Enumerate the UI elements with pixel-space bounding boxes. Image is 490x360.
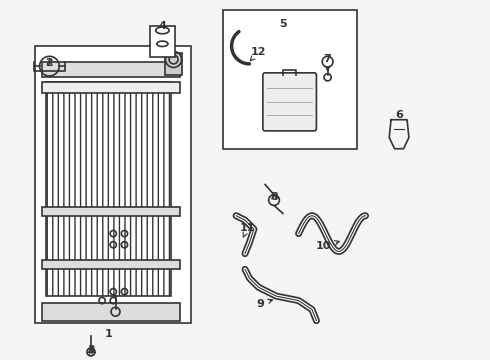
Text: 9: 9 <box>257 299 272 309</box>
Bar <box>46 82 172 296</box>
Text: 2: 2 <box>46 58 53 68</box>
Bar <box>222 10 357 149</box>
Text: 7: 7 <box>324 54 331 71</box>
Bar <box>42 207 180 216</box>
Bar <box>42 82 180 93</box>
Bar <box>42 62 180 77</box>
Text: 3: 3 <box>87 345 95 355</box>
Text: 4: 4 <box>158 21 166 31</box>
Bar <box>42 303 180 321</box>
FancyBboxPatch shape <box>263 73 317 131</box>
Text: 10: 10 <box>316 240 340 251</box>
Bar <box>42 260 180 269</box>
Text: 5: 5 <box>279 19 287 29</box>
Text: 6: 6 <box>395 110 403 120</box>
Text: 11: 11 <box>240 223 255 237</box>
Text: 12: 12 <box>250 47 266 61</box>
Text: 8: 8 <box>270 192 278 202</box>
Text: 1: 1 <box>105 329 113 339</box>
Bar <box>150 26 175 57</box>
Bar <box>35 46 192 323</box>
Bar <box>165 53 182 75</box>
